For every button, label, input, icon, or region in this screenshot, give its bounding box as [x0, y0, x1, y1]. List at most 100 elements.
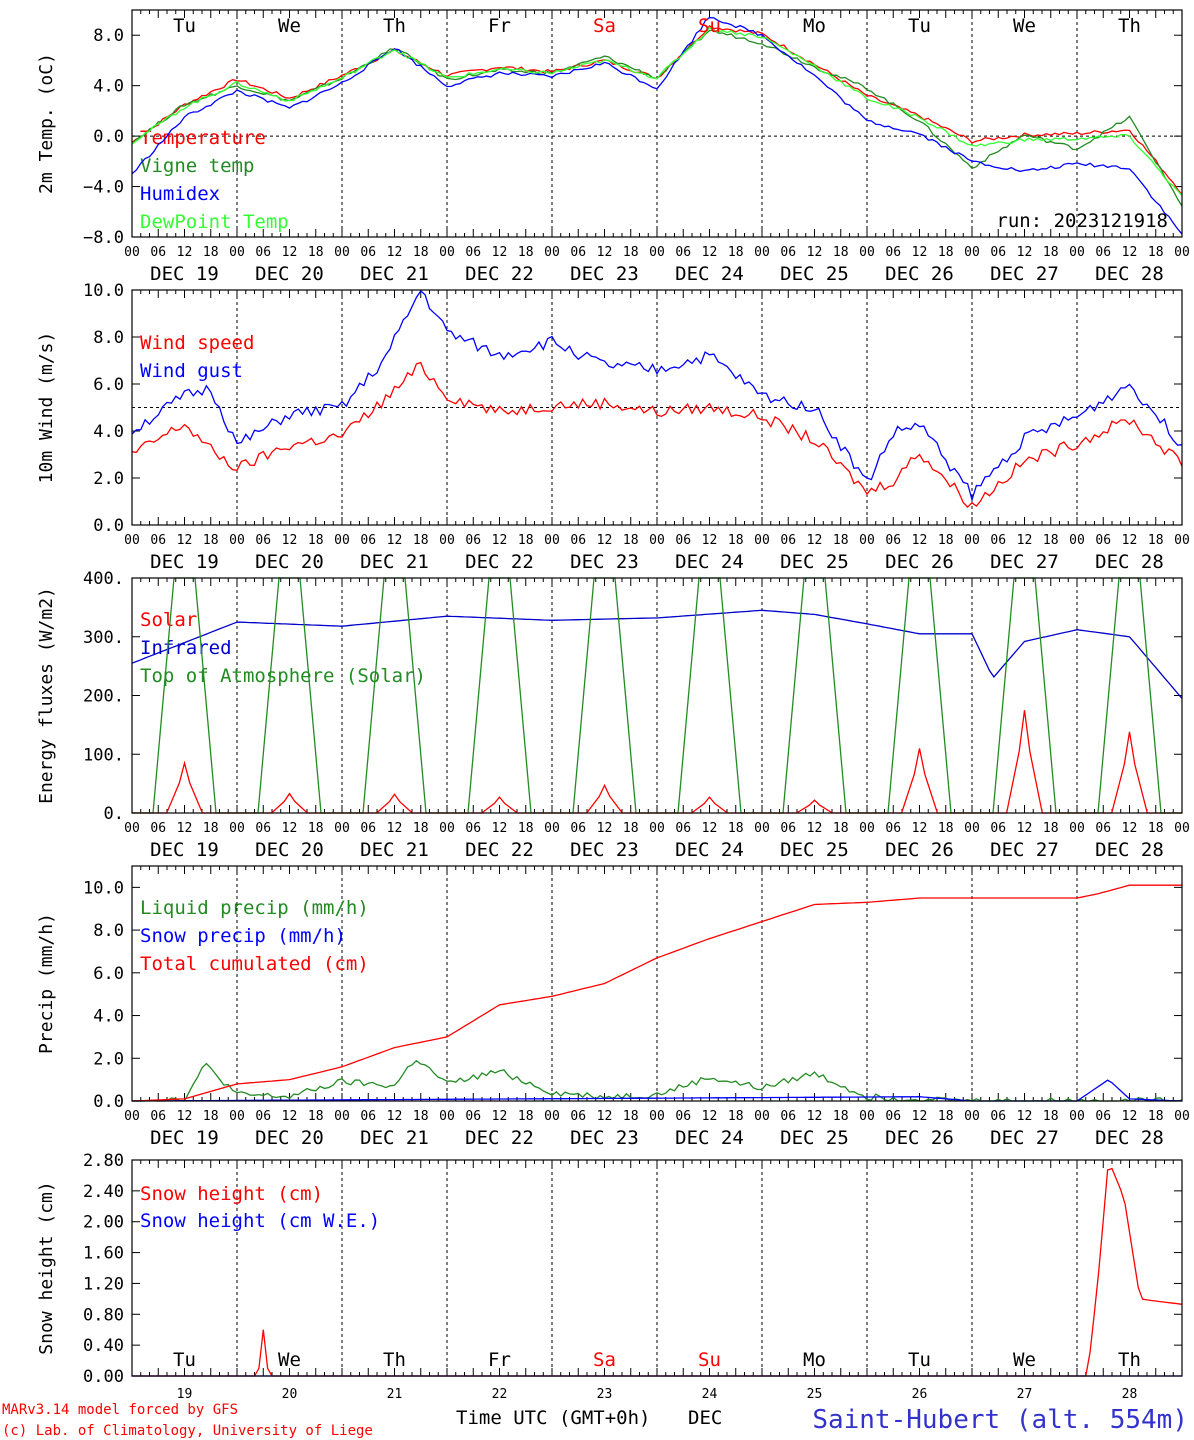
y-tick-label: 300.: [83, 628, 124, 648]
hour-label: 06: [255, 533, 271, 548]
y-tick-label: 4.0: [93, 77, 124, 97]
y-tick-label: 0.80: [83, 1305, 124, 1325]
hour-label: 12: [912, 533, 928, 548]
hour-label: 06: [885, 1109, 901, 1124]
bottom-day-number: 23: [597, 1387, 613, 1402]
y-axis-label: Snow height (cm): [36, 1181, 57, 1354]
hour-label: 06: [150, 821, 166, 836]
hour-label: 18: [728, 1109, 744, 1124]
hour-label: 18: [1043, 1109, 1059, 1124]
y-tick-label: 2.80: [83, 1151, 124, 1171]
hour-label: 18: [728, 821, 744, 836]
y-tick-label: 0.0: [93, 1092, 124, 1112]
hour-label: 12: [807, 245, 823, 260]
hour-label: 12: [597, 245, 613, 260]
day-label: Mo: [803, 1349, 826, 1371]
y-tick-label: 0.0: [93, 127, 124, 147]
hour-label: 06: [885, 245, 901, 260]
date-label: DEC 21: [360, 551, 429, 573]
hour-label: 18: [623, 533, 639, 548]
date-label: DEC 25: [780, 551, 849, 573]
hour-label: 18: [1148, 245, 1164, 260]
hour-label: 18: [728, 533, 744, 548]
hour-label: 06: [885, 821, 901, 836]
y-axis-label: 10m Wind (m/s): [36, 332, 57, 484]
hour-label: 00: [964, 533, 980, 548]
y-tick-label: 8.0: [93, 26, 124, 46]
hour-label: 06: [990, 533, 1006, 548]
hour-label: 00: [439, 245, 455, 260]
hour-label: 18: [938, 245, 954, 260]
hour-label: 00: [334, 821, 350, 836]
legend-entry: Temperature: [140, 127, 266, 149]
date-label: DEC 24: [675, 1127, 744, 1149]
hour-label: 18: [413, 245, 429, 260]
hour-label: 00: [964, 245, 980, 260]
day-label: Su: [698, 15, 721, 37]
hour-label: 00: [544, 533, 560, 548]
date-label: DEC 23: [570, 551, 639, 573]
series-line: [131, 26, 1183, 196]
footer-time-label: Time UTC (GMT+0h): [456, 1407, 650, 1429]
y-tick-label: 4.0: [93, 1007, 124, 1027]
y-tick-label: 8.0: [93, 921, 124, 941]
bottom-day-number: 27: [1017, 1387, 1033, 1402]
panel-4: 10.0 8.0 6.0 4.0 2.0 0.0 Precip (mm/h) Liquid p…: [36, 865, 1190, 1149]
y-tick-label: 0.: [104, 804, 124, 824]
hour-label: 12: [1122, 1109, 1138, 1124]
hour-label: 18: [938, 1109, 954, 1124]
hour-label: 06: [360, 533, 376, 548]
hour-label: 18: [203, 245, 219, 260]
hour-label: 18: [1148, 821, 1164, 836]
hour-label: 00: [1174, 821, 1190, 836]
date-label: DEC 24: [675, 839, 744, 861]
hour-label: 18: [1148, 1109, 1164, 1124]
hour-label: 00: [1069, 821, 1085, 836]
hour-label: 12: [912, 821, 928, 836]
hour-label: 00: [1069, 1109, 1085, 1124]
hour-label: 06: [780, 1109, 796, 1124]
hour-label: 18: [203, 821, 219, 836]
bottom-day-number: 25: [807, 1387, 823, 1402]
series-line: [131, 884, 1182, 1102]
hour-label: 18: [728, 245, 744, 260]
plot-frame: [131, 865, 1183, 1102]
day-label: Tu: [908, 1349, 931, 1371]
date-label: DEC 28: [1095, 551, 1164, 573]
date-label: DEC 22: [465, 551, 534, 573]
date-label: DEC 25: [780, 839, 849, 861]
hour-label: 12: [282, 1109, 298, 1124]
hour-label: 00: [229, 245, 245, 260]
hour-label: 06: [675, 1109, 691, 1124]
hour-label: 00: [544, 245, 560, 260]
hour-label: 06: [360, 821, 376, 836]
station-name: Saint-Hubert (alt. 554m): [812, 1405, 1188, 1435]
day-label: Th: [1118, 15, 1141, 37]
date-label: DEC 27: [990, 263, 1059, 285]
date-label: DEC 28: [1095, 263, 1164, 285]
date-label: DEC 19: [150, 1127, 219, 1149]
hour-label: 06: [570, 245, 586, 260]
hour-label: 06: [780, 821, 796, 836]
hour-label: 00: [754, 245, 770, 260]
hour-label: 06: [150, 245, 166, 260]
hour-label: 00: [229, 533, 245, 548]
hour-label: 00: [754, 1109, 770, 1124]
hour-label: 12: [1122, 245, 1138, 260]
hour-label: 00: [649, 245, 665, 260]
hour-label: 06: [1095, 245, 1111, 260]
series-line: [131, 25, 1183, 195]
hour-label: 06: [255, 1109, 271, 1124]
date-label: DEC 24: [675, 551, 744, 573]
panel-2: 10.0 8.0 6.0 4.0 2.0 0.0 10m Wind (m/s) Wind sp…: [36, 281, 1190, 573]
hour-label: 18: [623, 821, 639, 836]
hour-label: 06: [255, 821, 271, 836]
hour-label: 12: [387, 245, 403, 260]
hour-label: 00: [334, 245, 350, 260]
hour-label: 18: [833, 533, 849, 548]
hour-label: 00: [859, 245, 875, 260]
plot-frame: [131, 1159, 1183, 1377]
date-label: DEC 26: [885, 263, 954, 285]
hour-label: 06: [780, 245, 796, 260]
